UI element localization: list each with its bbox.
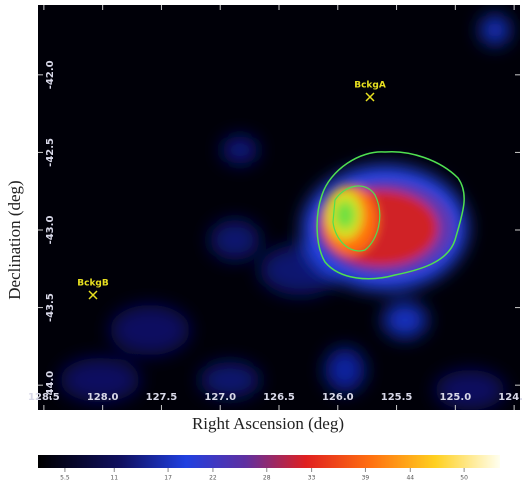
colorbar-tick-label: 50 — [460, 475, 468, 482]
y-tick-label: -42.5 — [45, 138, 56, 167]
y-tick-label: -44.0 — [45, 371, 56, 400]
y-tick-label: -42.0 — [45, 60, 56, 89]
colorbar — [38, 455, 500, 468]
x-tick-label: 127.5 — [146, 392, 178, 403]
colorbar-tick-label: 22 — [209, 475, 217, 482]
colorbar-tick-label: 44 — [406, 475, 414, 482]
colorbar-tick-label: 39 — [362, 475, 370, 482]
page: {"chart_data": {"type": "heatmap", "xlab… — [0, 0, 523, 502]
x-tick-label: 128.0 — [87, 392, 119, 403]
x-tick-label: 127.0 — [204, 392, 236, 403]
colorbar-tick-label: 17 — [164, 475, 172, 482]
x-axis-label: Right Ascension (deg) — [192, 414, 344, 433]
y-axis-label: Declination (deg) — [5, 180, 24, 299]
source-label: BckgB — [77, 279, 109, 289]
x-tick-label: 126.0 — [322, 392, 354, 403]
x-tick-label: 124.5 — [498, 392, 523, 403]
colorbar-tick-label: 5.5 — [60, 475, 70, 482]
sky-map — [38, 5, 520, 410]
x-tick-label: 126.5 — [263, 392, 295, 403]
x-tick-label: 125.5 — [381, 392, 413, 403]
source-label: BckgA — [354, 81, 386, 91]
y-tick-label: -43.0 — [45, 216, 56, 245]
y-tick-label: -43.5 — [45, 293, 56, 322]
chart: Right Ascension (deg) Declination (deg) … — [0, 0, 523, 502]
colorbar-tick-label: 11 — [110, 475, 118, 482]
colorbar-tick-label: 28 — [263, 475, 271, 482]
colorbar-tick-label: 33 — [308, 475, 316, 482]
x-tick-label: 125.0 — [440, 392, 472, 403]
